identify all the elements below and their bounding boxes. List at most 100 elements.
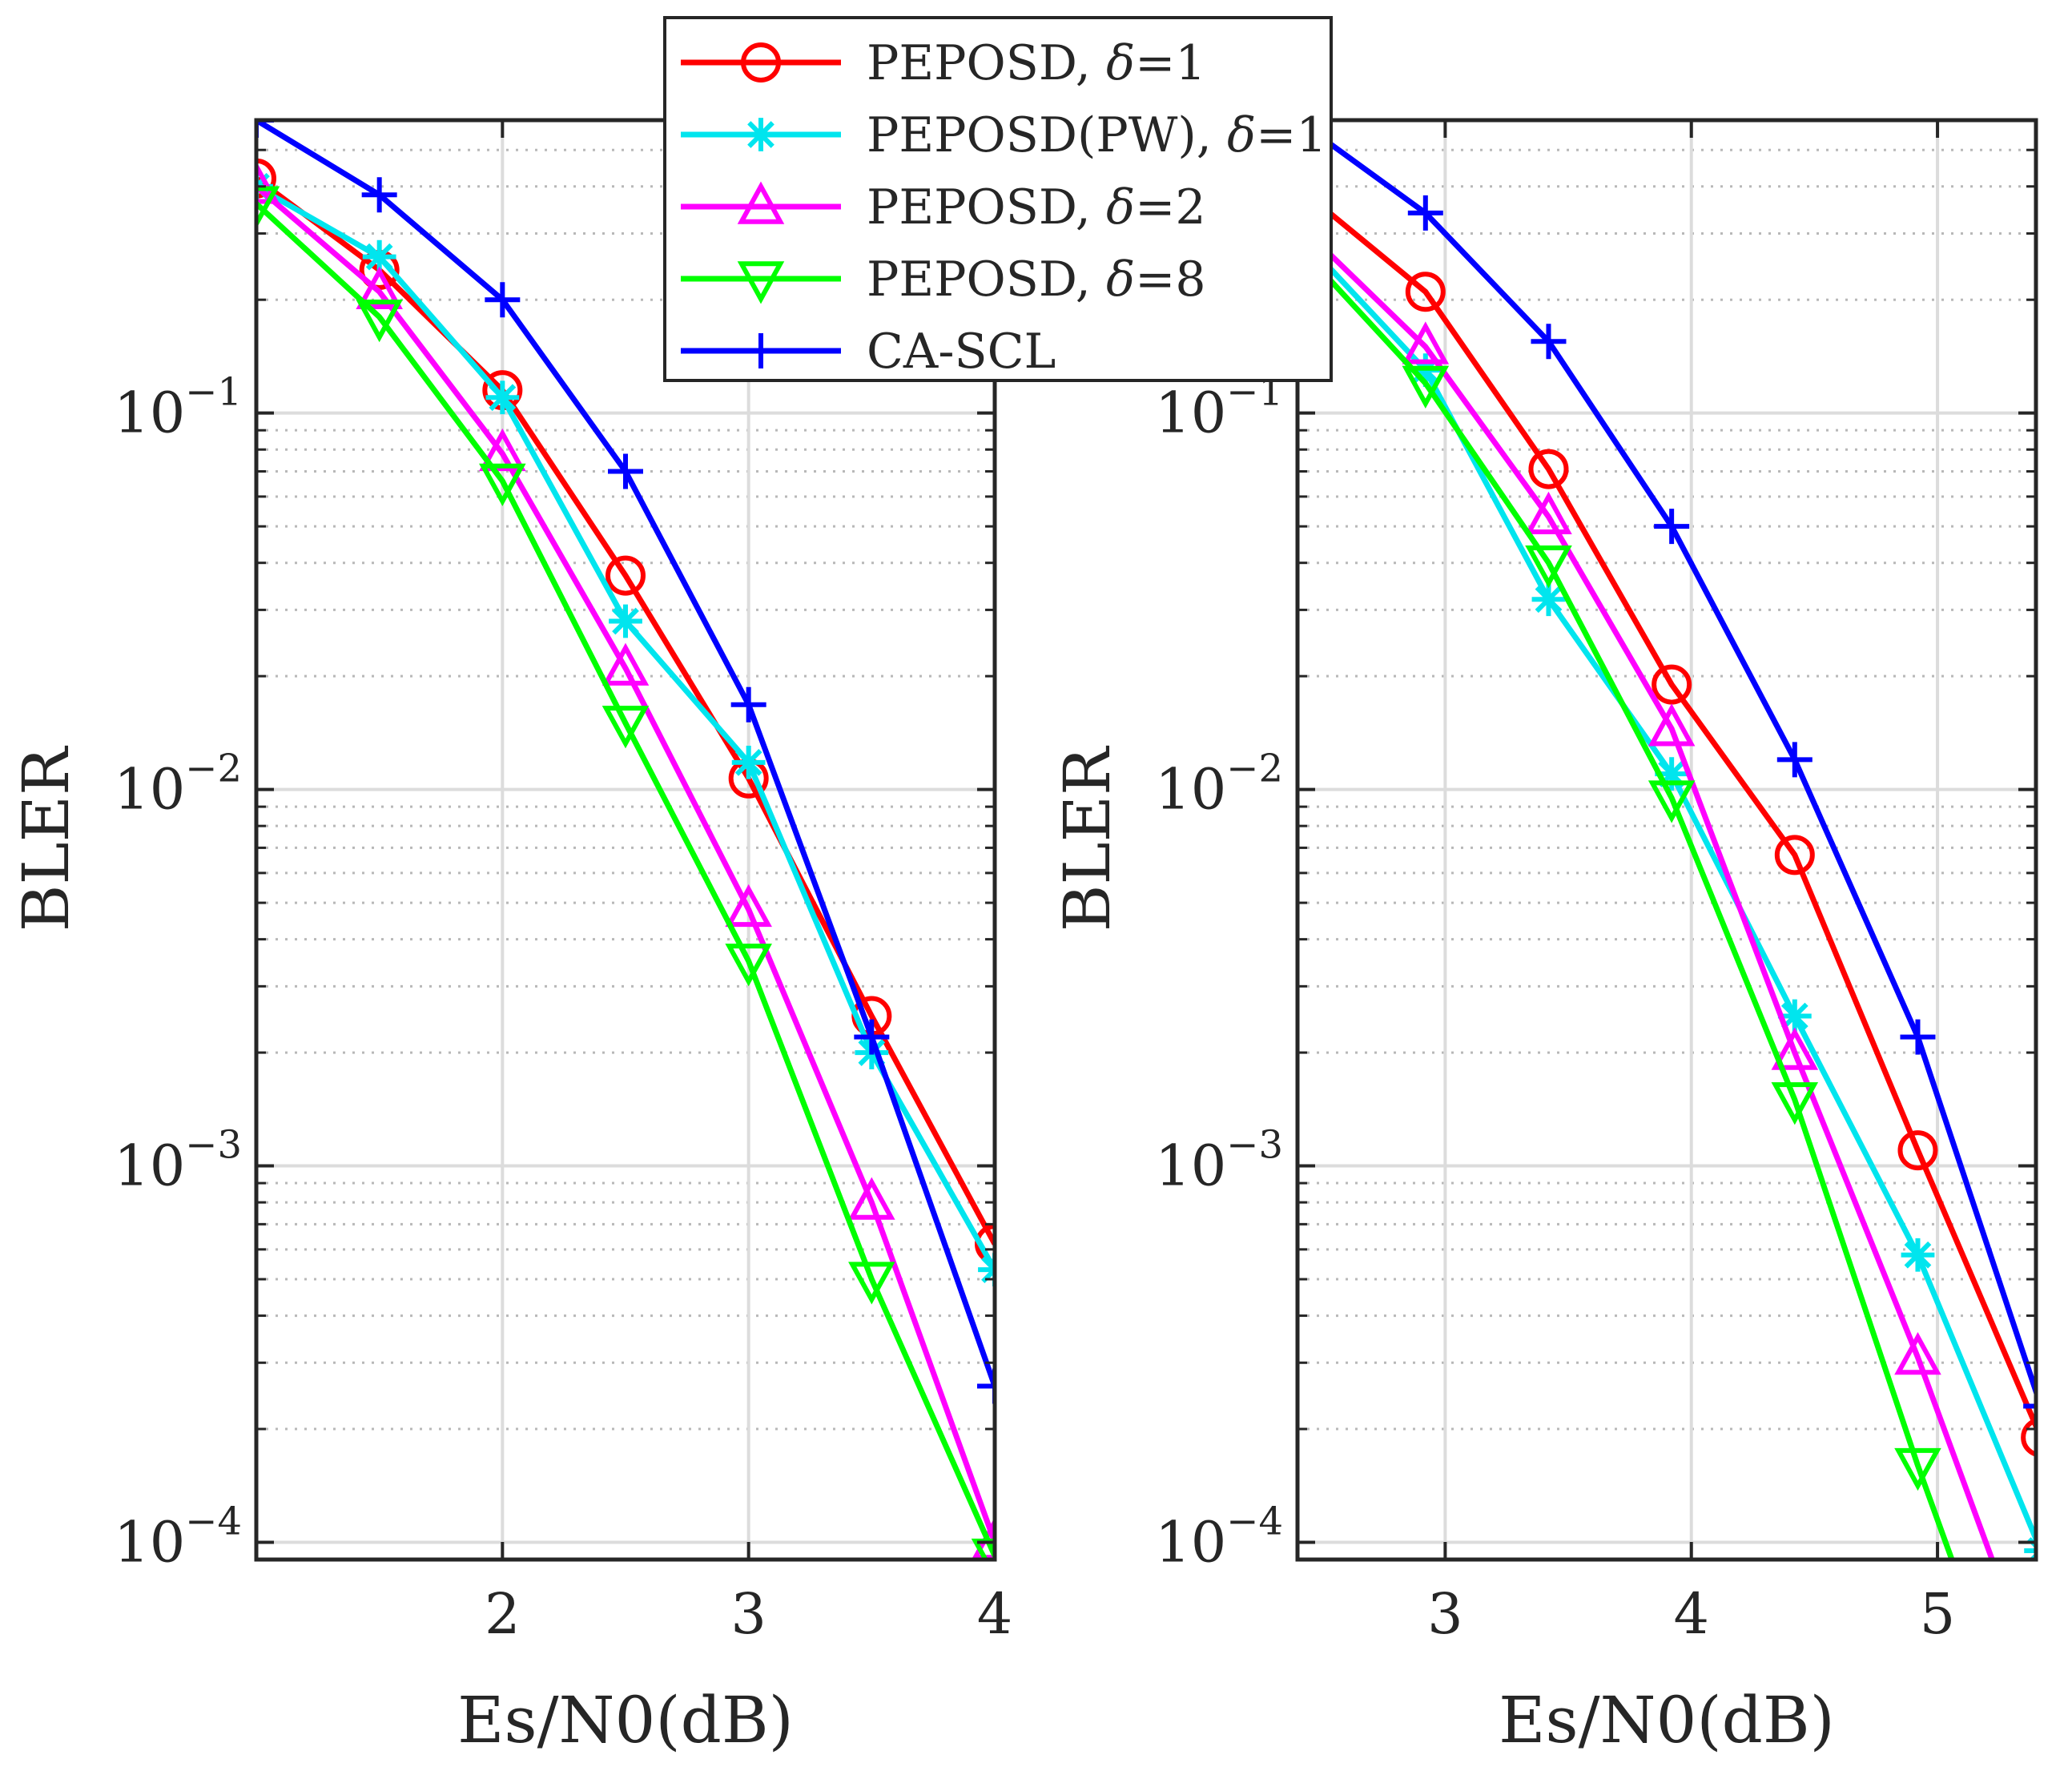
data-point	[1531, 582, 1566, 617]
plot-series	[256, 120, 995, 1560]
data-point	[1894, 1332, 1941, 1375]
x-tick-label: 3	[1427, 1581, 1463, 1647]
ticks: 10−1 10−2 10−3 10−4 2 3 4	[114, 120, 1012, 1647]
data-point	[1402, 321, 1450, 364]
data-point	[1652, 664, 1692, 705]
series-line	[1298, 243, 1955, 1560]
legend-box	[663, 16, 1333, 382]
legend-label: PEPOSD, δ=2	[867, 179, 1206, 235]
data-point	[1894, 1447, 1941, 1491]
data-point	[1776, 742, 1812, 778]
data-point	[609, 604, 642, 638]
axes-box	[254, 118, 997, 1562]
series-2	[256, 161, 995, 1560]
data-point	[601, 706, 650, 749]
data-point	[1771, 1027, 1819, 1070]
legend-marker	[737, 181, 785, 224]
legend: PEPOSD, δ=1 PEPOSD(PW), δ=1 PEPOSD, δ=2 PEP…	[663, 16, 1333, 382]
x-tick-label: 4	[977, 1581, 1013, 1647]
data-point	[1405, 272, 1446, 312]
legend-marker	[737, 261, 785, 304]
data-point	[362, 239, 396, 274]
data-point	[1402, 365, 1450, 409]
data-point	[848, 1177, 895, 1220]
data-point	[2022, 1672, 2060, 1707]
data-point	[730, 686, 766, 722]
data-point	[606, 555, 646, 596]
data-point	[1777, 999, 1812, 1033]
series-line	[1298, 220, 1996, 1560]
x-tick-label: 5	[1920, 1581, 1956, 1647]
data-point	[1531, 324, 1567, 360]
data-point	[1900, 1019, 1936, 1055]
y-axis-label: BLER	[9, 745, 83, 932]
y-tick-label: 10−4	[114, 1499, 242, 1575]
data-point	[2021, 1418, 2036, 1457]
legend-marker	[744, 118, 778, 151]
series-3	[256, 186, 995, 1560]
data-point	[361, 177, 397, 213]
legend-item: PEPOSD(PW), δ=1	[681, 107, 1327, 163]
data-point	[608, 453, 643, 489]
grid	[1298, 120, 2036, 1560]
legend-item: CA-SCL	[681, 324, 1056, 380]
y-tick-label: 10−1	[114, 370, 242, 446]
data-point	[725, 944, 772, 987]
plot-area	[1298, 120, 2036, 1560]
y-tick-label: 10−4	[1155, 1499, 1283, 1575]
data-point	[1901, 1238, 1935, 1272]
data-point	[1648, 703, 1696, 747]
data-point	[1771, 1082, 1819, 1125]
x-axis-label: Es/N0(dB)	[457, 1683, 794, 1757]
axes-box	[1295, 118, 2038, 1562]
right-chart: 10−110−210−310−43 4 5 Es/N0(dB) BLER	[1050, 118, 2060, 1757]
series-line	[1298, 184, 2036, 1434]
data-point	[731, 745, 766, 779]
data-point	[356, 266, 403, 309]
x-tick-label: 4	[1673, 1581, 1709, 1647]
data-point	[1528, 449, 1569, 489]
y-tick-label: 10−3	[114, 1123, 242, 1199]
legend-label: PEPOSD, δ=8	[867, 252, 1206, 308]
data-point	[1774, 835, 1815, 875]
data-point	[256, 158, 276, 199]
y-tick-label: 10−2	[1155, 747, 1283, 823]
series-4	[256, 120, 995, 1404]
data-point	[848, 1262, 895, 1305]
x-tick-label: 2	[485, 1581, 521, 1647]
data-point	[1407, 195, 1443, 231]
data-point	[2024, 1537, 2036, 1560]
y-tick-label: 10−3	[1155, 1123, 1283, 1199]
data-point	[1648, 780, 1696, 823]
data-point	[485, 380, 520, 415]
data-point	[1525, 491, 1572, 534]
data-point	[256, 186, 280, 229]
series-line	[256, 201, 995, 1557]
series-4	[1298, 120, 2036, 1409]
data-point	[601, 642, 650, 686]
legend-item: PEPOSD, δ=8	[681, 252, 1206, 308]
legend-marker	[741, 42, 781, 83]
data-point	[725, 883, 772, 928]
data-point	[356, 300, 403, 343]
data-point	[256, 161, 280, 204]
legend-item: PEPOSD, δ=2	[681, 179, 1206, 235]
data-point	[479, 463, 526, 507]
legend-marker	[743, 333, 779, 368]
series-line	[256, 184, 995, 1544]
y-axis-label: BLER	[1050, 745, 1125, 932]
legend-item: PEPOSD, δ=1	[681, 35, 1206, 91]
data-point	[1897, 1130, 1938, 1171]
data-point	[2023, 1403, 2036, 1409]
data-point	[1525, 545, 1572, 589]
legend-label: PEPOSD, δ=1	[867, 35, 1206, 91]
data-point	[1655, 757, 1689, 791]
y-tick-label: 10−2	[114, 747, 242, 823]
data-point	[479, 428, 526, 472]
legend-label: CA-SCL	[867, 324, 1056, 380]
x-axis-label: Es/N0(dB)	[1499, 1683, 1835, 1757]
data-point	[977, 1368, 995, 1404]
data-point	[1654, 509, 1690, 545]
data-point	[485, 282, 521, 318]
